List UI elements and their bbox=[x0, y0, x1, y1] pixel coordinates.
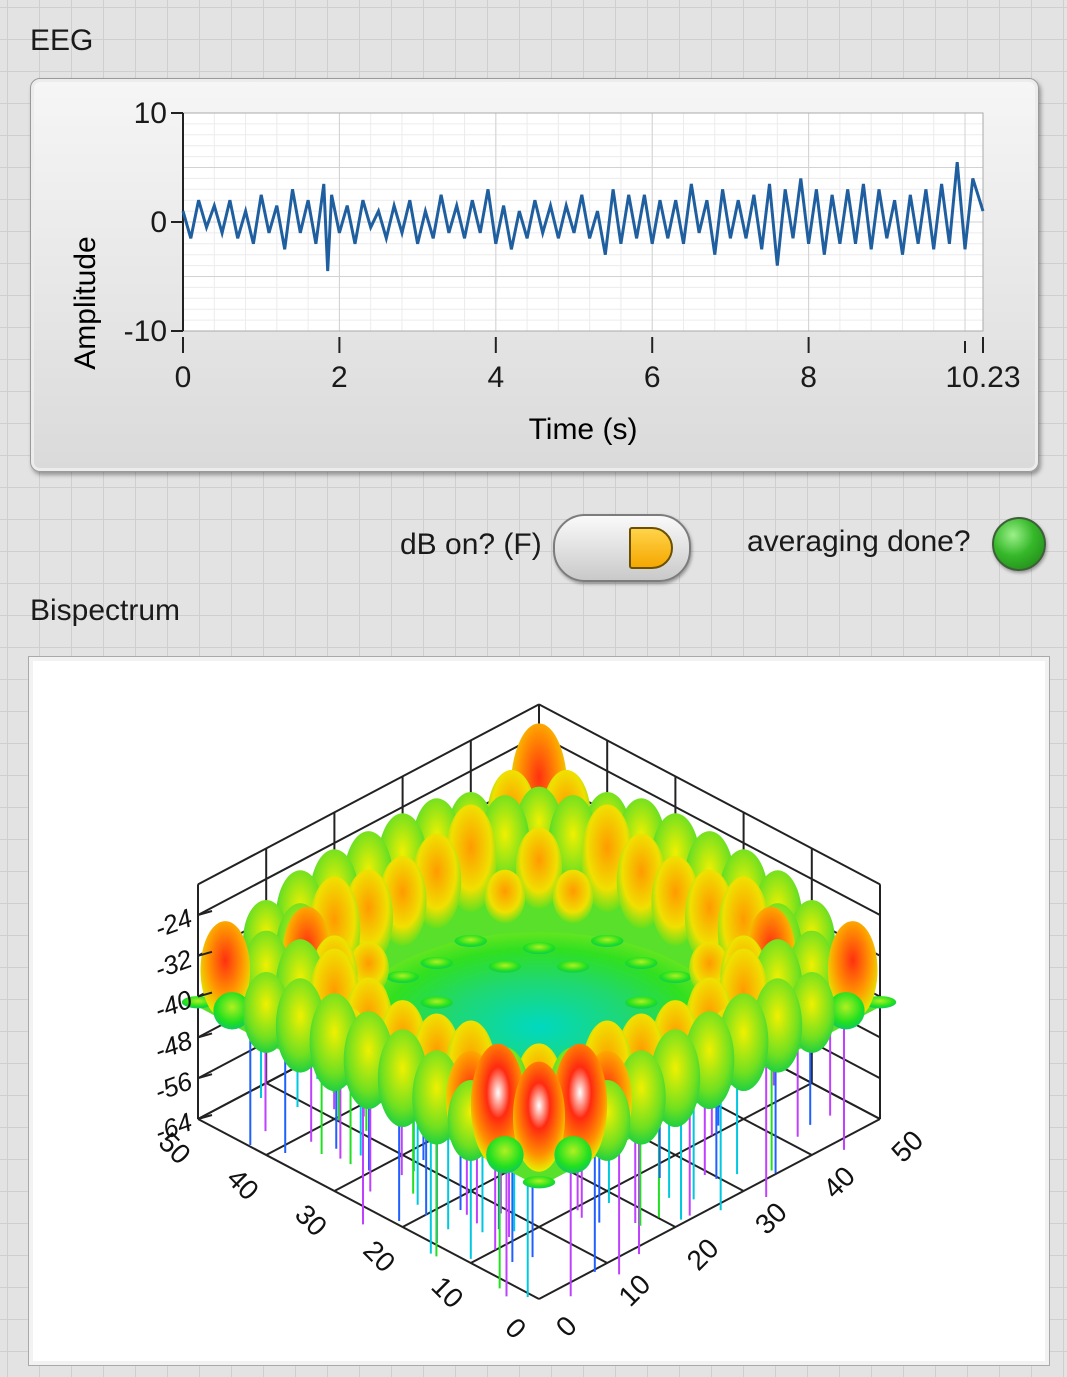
wall-grid-line bbox=[538, 703, 881, 886]
db-toggle-label: dB on? (F) bbox=[400, 528, 542, 561]
eeg-graph[interactable]: 10 0 -10 0 2 4 6 8 10.23 Amplitude Time (s) bbox=[30, 78, 1039, 472]
bispectrum-z-ticks: -24-32-40-48-56-64 bbox=[150, 902, 213, 1147]
surface-peak bbox=[488, 960, 522, 973]
y-tick-label: 30 bbox=[289, 1198, 333, 1242]
z-tick-mark bbox=[197, 991, 213, 998]
x-tick-label: 0 bbox=[550, 1310, 583, 1343]
z-tick-label: -24 bbox=[150, 902, 196, 943]
x-tick-label: 6 bbox=[644, 361, 661, 394]
surface-peak bbox=[625, 996, 658, 1009]
eeg-chart: 100-100 2 4 6 8 10.23 Amplitude Time (s) bbox=[69, 97, 1021, 446]
wall-grid-line bbox=[538, 734, 881, 916]
x-tick-label: 10.23 bbox=[945, 361, 1020, 394]
z-tick-label: -56 bbox=[150, 1065, 196, 1106]
surface-peak bbox=[659, 970, 692, 983]
z-tick-label: -32 bbox=[150, 943, 196, 984]
surface-peak bbox=[420, 996, 453, 1009]
surface-peak bbox=[515, 827, 563, 910]
z-tick-mark bbox=[197, 950, 213, 957]
surface-peak bbox=[625, 957, 658, 970]
toggle-knob bbox=[629, 527, 673, 569]
z-tick-mark bbox=[197, 1032, 213, 1039]
x-tick-label: 8 bbox=[800, 361, 817, 394]
bispectrum-surface bbox=[181, 723, 897, 1189]
x-tick-label: 40 bbox=[817, 1160, 861, 1204]
bispectrum-3d-chart: -24-32-40-48-56-64 0 10 20 30 40 50 0 10 20 30 40… bbox=[150, 703, 929, 1345]
bispectrum-label: Bispectrum bbox=[30, 594, 181, 627]
z-tick-label: -40 bbox=[150, 984, 196, 1025]
floor-grid-line bbox=[538, 1118, 881, 1300]
surface-peak bbox=[213, 992, 251, 1030]
surface-peak bbox=[454, 934, 487, 947]
z-tick-mark bbox=[197, 1114, 213, 1120]
y-tick-label: 40 bbox=[221, 1162, 265, 1206]
eeg-x-axis-label: Time (s) bbox=[529, 413, 638, 446]
eeg-axes: 100-100 2 4 6 8 10.23 bbox=[124, 97, 1021, 394]
y-tick-label: 20 bbox=[357, 1234, 401, 1278]
surface-peak bbox=[420, 957, 453, 970]
surface-peak bbox=[552, 869, 594, 924]
surface-peak bbox=[827, 992, 865, 1030]
surface-peak bbox=[522, 1176, 556, 1189]
surface-peak bbox=[591, 934, 624, 947]
y-tick-label: 0 bbox=[499, 1312, 532, 1345]
eeg-y-axis-label: Amplitude bbox=[69, 236, 102, 369]
x-tick-label: 4 bbox=[487, 361, 504, 394]
eeg-series-line bbox=[181, 161, 985, 272]
floor-grid-line bbox=[197, 1118, 540, 1300]
averaging-label: averaging done? bbox=[747, 525, 971, 558]
x-tick-label: 30 bbox=[749, 1196, 793, 1240]
z-tick-label: -48 bbox=[150, 1025, 196, 1066]
x-tick-label: 2 bbox=[331, 361, 348, 394]
averaging-led-indicator bbox=[992, 517, 1046, 571]
surface-peak bbox=[556, 960, 590, 973]
surface-peak bbox=[470, 1043, 526, 1167]
y-tick-label: 10 bbox=[426, 1270, 470, 1314]
x-tick-label: 20 bbox=[681, 1232, 725, 1276]
surface-peak bbox=[522, 942, 556, 955]
surface-peak bbox=[386, 970, 419, 983]
y-tick-label: 10 bbox=[134, 97, 167, 130]
z-tick-mark bbox=[197, 910, 213, 916]
surface-peak bbox=[554, 1136, 592, 1174]
bispectrum-graph[interactable]: -24 -32 -40 -48 -56 -64 0 10 20 30 40 50 0 10 20 30 40… bbox=[28, 656, 1050, 1366]
x-tick-label: 10 bbox=[613, 1268, 657, 1312]
eeg-label: EEG bbox=[30, 24, 94, 57]
x-tick-label: 50 bbox=[885, 1124, 929, 1168]
x-tick-label: 0 bbox=[175, 361, 192, 394]
wall-grid-line bbox=[197, 703, 540, 886]
z-tick-mark bbox=[197, 1073, 213, 1080]
surface-peak bbox=[486, 1136, 524, 1174]
surface-peak bbox=[552, 1043, 608, 1167]
surface-peak bbox=[484, 869, 526, 924]
wall-grid-line bbox=[197, 734, 540, 916]
y-tick-label: 0 bbox=[150, 206, 167, 239]
db-toggle-switch[interactable] bbox=[553, 514, 691, 582]
surface-peak bbox=[512, 1061, 566, 1172]
y-tick-label: -10 bbox=[124, 315, 167, 348]
eeg-grid bbox=[182, 112, 984, 332]
